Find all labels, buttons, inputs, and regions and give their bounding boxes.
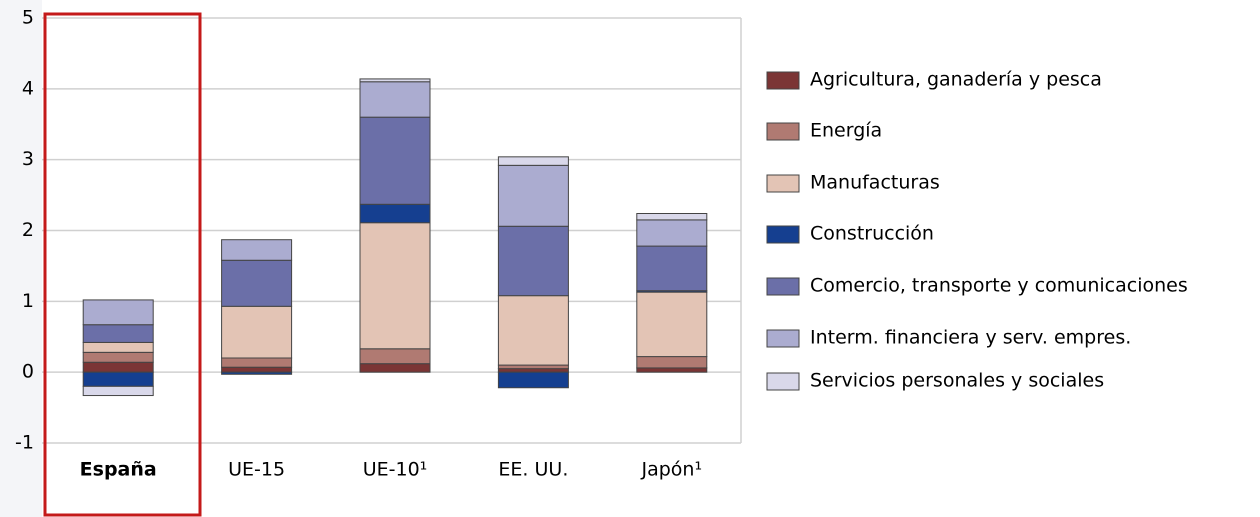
bar-segment — [359, 81, 431, 118]
left-strip — [0, 0, 42, 517]
bar-segment — [82, 299, 154, 326]
bar-segment — [221, 305, 293, 359]
bar-segment — [636, 219, 708, 247]
bar-segment — [497, 364, 569, 370]
bar-segment — [221, 357, 293, 368]
bar-segment — [636, 291, 708, 358]
legend-swatch — [766, 329, 800, 348]
legend-swatch — [766, 174, 800, 193]
x-tick-label: España — [80, 459, 157, 481]
y-tick-label: 5 — [22, 7, 34, 29]
bar-segment — [359, 348, 431, 365]
legend-label: Manufacturas — [810, 172, 940, 194]
bar-segment — [636, 213, 708, 221]
legend-label: Construcción — [810, 223, 934, 245]
bar-segment — [636, 245, 708, 292]
x-tick-label: EE. UU. — [498, 459, 568, 481]
bar-segment — [82, 341, 154, 353]
bar-segment — [82, 324, 154, 343]
legend-label: Interm. financiera y serv. empres. — [810, 327, 1131, 349]
legend-swatch — [766, 277, 800, 296]
bar-segment — [359, 116, 431, 205]
bar-segment — [221, 366, 293, 373]
legend-label: Servicios personales y sociales — [810, 370, 1104, 392]
bar-segment — [359, 222, 431, 350]
legend-swatch — [766, 71, 800, 90]
bar-segment — [359, 78, 431, 83]
highlight-box — [43, 12, 202, 517]
y-tick-label: -1 — [15, 432, 34, 454]
legend-swatch — [766, 122, 800, 141]
bar-segment — [497, 156, 569, 166]
bar-segment — [497, 368, 569, 373]
bar-segment — [636, 367, 708, 373]
bar-segment — [636, 356, 708, 369]
bar-segment — [221, 259, 293, 307]
bar-segment — [82, 371, 154, 387]
legend-label: Energía — [810, 120, 882, 142]
bar-segment — [82, 351, 154, 363]
y-tick-label: 4 — [22, 77, 34, 99]
bar-segment — [82, 361, 154, 373]
bar-segment — [359, 203, 431, 224]
bar-segment — [497, 225, 569, 297]
legend-label: Comercio, transporte y comunicaciones — [810, 275, 1188, 297]
y-tick-label: 3 — [22, 148, 34, 170]
bar-segment — [359, 363, 431, 373]
bar-segment — [82, 385, 154, 397]
x-tick-label: UE-10¹ — [363, 459, 428, 481]
x-tick-label: UE-15 — [228, 459, 285, 481]
legend-swatch — [766, 225, 800, 244]
bar-segment — [497, 164, 569, 227]
plot: -1 0 1 2 3 4 5 España UE-15 UE-10¹ EE. UU. Japón¹ Ag… — [15, 7, 1188, 481]
y-tick-label: 2 — [22, 219, 34, 241]
bar-segment — [497, 295, 569, 366]
bar-segment — [221, 371, 293, 375]
legend-label: Agricultura, ganadería y pesca — [810, 69, 1102, 91]
bar-segment — [221, 239, 293, 261]
bar-segment — [497, 371, 569, 389]
legend-swatch — [766, 372, 800, 391]
y-tick-label: 1 — [22, 290, 34, 312]
y-tick-label: 0 — [22, 361, 34, 383]
x-tick-label: Japón¹ — [641, 459, 703, 481]
